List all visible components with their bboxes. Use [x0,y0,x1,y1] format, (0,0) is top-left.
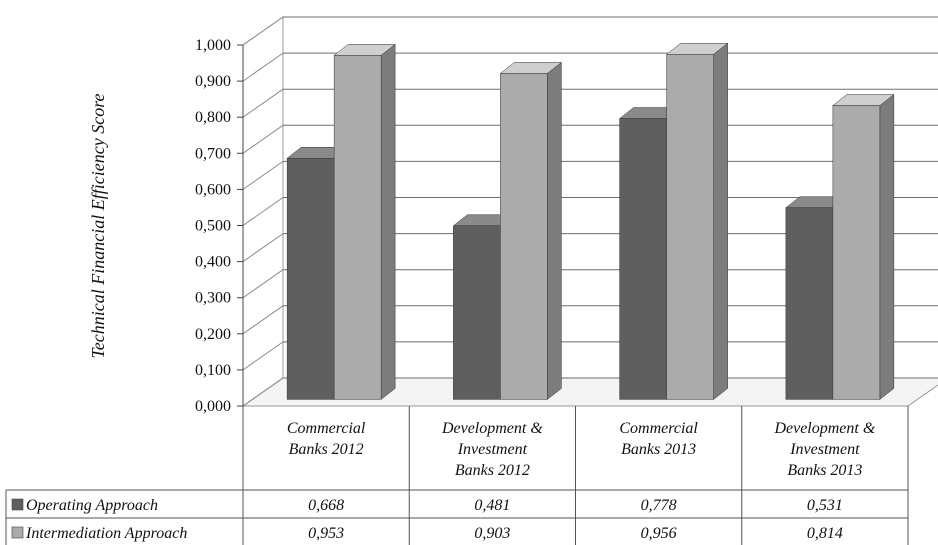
y-tick-label: 1,000 [195,37,231,54]
y-tick-label: 0,200 [195,326,231,343]
data-label: 0,953 [308,525,344,542]
data-label: 0,531 [807,497,843,514]
data-label: 0,778 [641,497,677,514]
y-tick-label: 0,000 [195,398,231,415]
gridline-diagonal [242,124,284,154]
gridline-diagonal [242,377,284,407]
legend-swatch [11,498,24,511]
category-label: Development & Investment Banks 2013 [773,420,875,479]
gridline-diagonal [242,88,284,118]
data-label: 0,481 [474,497,510,514]
y-axis-ticks: 0,000 0,100 0,200 0,300 0,400 0,500 0,600 0,700… [195,37,244,415]
bars [286,42,895,400]
legend-swatch [11,526,24,539]
gridline-diagonal [242,16,284,46]
data-label: 0,956 [641,525,677,542]
y-tick-label: 0,600 [195,181,231,198]
category-label: Commercial Banks 2012 [287,420,366,458]
legend-label: Intermediation Approach [25,525,187,542]
y-tick-label: 0,300 [195,290,231,307]
gridline-diagonal [242,52,284,82]
bar-intermediation-approach-3 [832,94,895,400]
gridline-diagonal [242,233,284,263]
category-label: Development & Investment Banks 2012 [441,420,543,479]
y-tick-label: 0,100 [195,362,231,379]
y-tick-label: 0,700 [195,145,231,162]
gridline-diagonal [242,341,284,371]
gridline-diagonal [242,269,284,299]
y-tick-label: 0,900 [195,73,231,90]
bar-intermediation-approach-0 [333,43,396,400]
gridline-diagonal [242,197,284,226]
bar-intermediation-approach-1 [499,61,563,400]
data-label: 0,903 [474,525,510,542]
gridline-diagonal [242,305,284,335]
y-tick-label: 0,500 [195,218,231,235]
y-axis-label: Technical Financial Efficiency Score [88,93,108,358]
y-tick-label: 0,800 [195,109,231,126]
bar-intermediation-approach-2 [665,42,729,400]
y-tick-label: 0,400 [195,254,231,271]
legend-label: Operating Approach [26,497,158,514]
data-label: 0,814 [807,525,843,542]
data-label: 0,668 [308,497,344,514]
data-table: Commercial Banks 2012 Development & Investm… [5,406,909,545]
category-label: Commercial Banks 2013 [619,420,698,458]
gridline-diagonal [242,160,284,190]
